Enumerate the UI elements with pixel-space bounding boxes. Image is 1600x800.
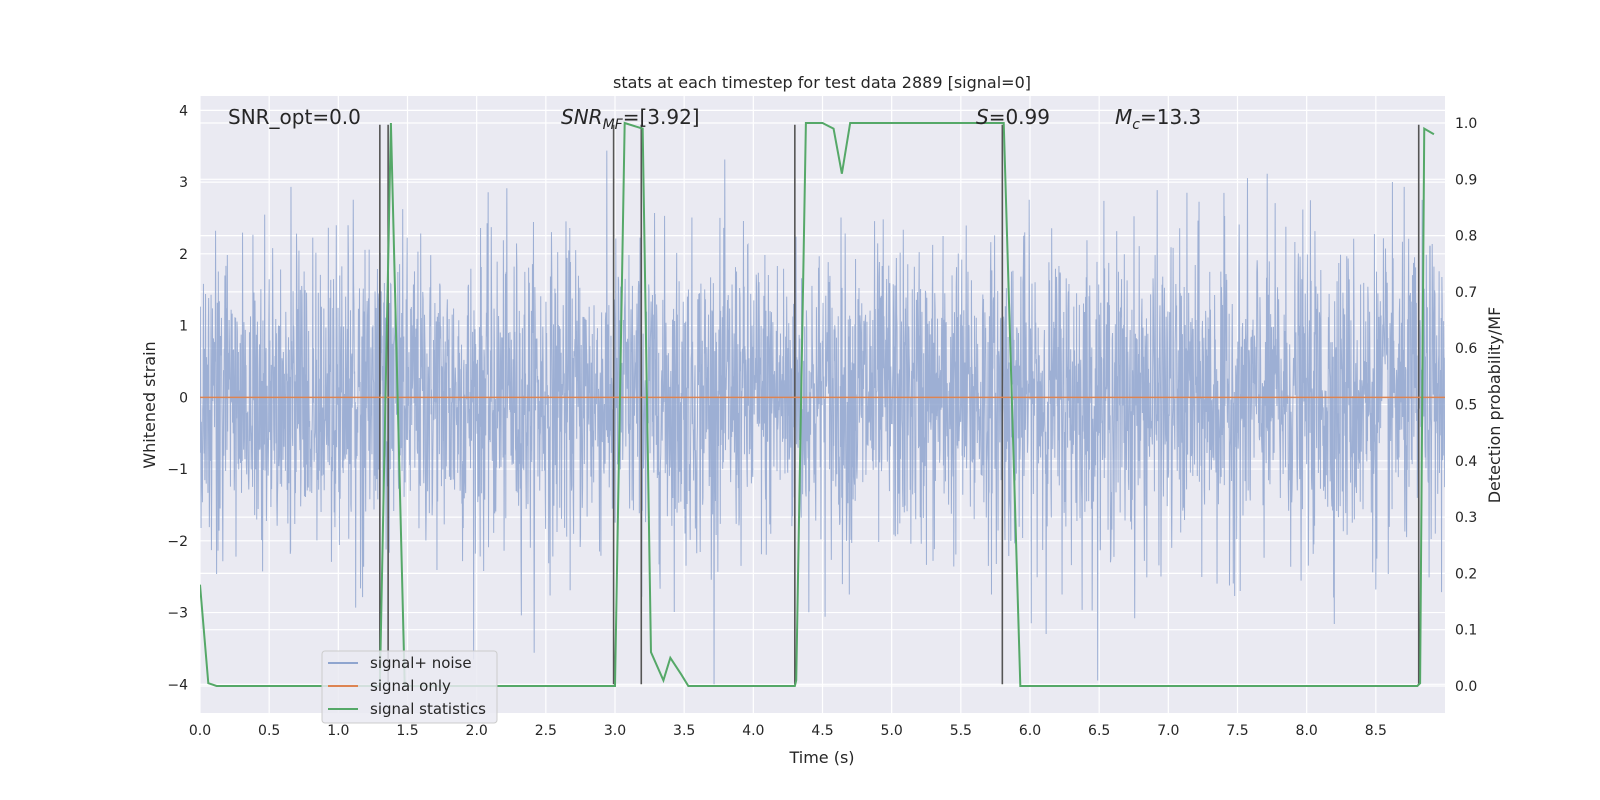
y2-tick-6: 0.4 [1455, 454, 1477, 470]
y-tick-6: −2 [167, 534, 188, 550]
x-tick-3: 1.5 [396, 723, 418, 739]
y-tick-8: −4 [167, 677, 188, 693]
x-tick-4: 2.0 [466, 723, 488, 739]
annotation-mc-sub: c [1132, 117, 1140, 133]
y2-tick-8: 0.2 [1455, 566, 1477, 582]
y2-axis-title: Detection probability/MF [1485, 307, 1504, 504]
annotation-s-value: =0.99 [989, 105, 1050, 129]
y-tick-7: −3 [167, 606, 188, 622]
y2-tick-10: 0.0 [1455, 679, 1477, 695]
y2-tick-9: 0.1 [1455, 623, 1477, 639]
legend-label-signal-plus-noise: signal+ noise [370, 654, 472, 672]
y2-tick-5: 0.5 [1455, 398, 1477, 414]
x-tick-10: 5.0 [881, 723, 903, 739]
x-axis-title: Time (s) [788, 748, 854, 767]
x-tick-16: 8.0 [1296, 723, 1318, 739]
y2-tick-3: 0.7 [1455, 285, 1477, 301]
x-tick-12: 6.0 [1019, 723, 1041, 739]
x-tick-2: 1.0 [327, 723, 349, 739]
series-line-signal-plus-noise [200, 150, 1445, 685]
y-tick-5: −1 [167, 462, 188, 478]
series-line-signal-statistics [200, 121, 1435, 687]
y-axis-title: Whitened strain [140, 341, 159, 468]
x-tick-0: 0.0 [189, 723, 211, 739]
x-tick-1: 0.5 [258, 723, 280, 739]
legend-label-signal-statistics: signal statistics [370, 700, 486, 718]
x-tick-7: 3.5 [673, 723, 695, 739]
annotation-snr-mf-base: SNR [561, 105, 603, 129]
x-tick-17: 8.5 [1365, 723, 1387, 739]
annotation-s-base: S [976, 105, 989, 129]
y-tick-3: 1 [179, 319, 188, 335]
annotation-snr-opt: SNR_opt=0.0 [228, 105, 361, 129]
y-tick-1: 3 [179, 175, 188, 191]
annotation-snr-mf: SNRMF=[3.92] [561, 105, 700, 133]
y2-tick-0: 1.0 [1455, 116, 1477, 132]
annotation-mc-base: M [1115, 105, 1132, 129]
y2-tick-labels: 1.0 0.9 0.8 0.7 0.6 0.5 0.4 0.3 0.2 0.1 0.0 [1455, 116, 1477, 695]
plot-area [200, 121, 1445, 687]
annotation-snr-mf-sub: MF [603, 117, 624, 133]
x-tick-5: 2.5 [535, 723, 557, 739]
y2-tick-7: 0.3 [1455, 510, 1477, 526]
y-tick-2: 2 [179, 247, 188, 263]
marker-lines [379, 124, 1420, 685]
x-tick-labels: 0.0 0.5 1.0 1.5 2.0 2.5 3.0 3.5 4.0 4.5 5.0 5.5 6.0 6… [189, 723, 1387, 739]
x-tick-15: 7.5 [1226, 723, 1248, 739]
legend-box [321, 650, 498, 724]
y-tick-0: 4 [179, 103, 188, 119]
x-tick-6: 3.0 [604, 723, 626, 739]
series-signal-plus-noise [200, 150, 1445, 685]
x-tick-8: 4.0 [742, 723, 764, 739]
x-tick-9: 4.5 [811, 723, 833, 739]
y-tick-labels: 4 3 2 1 0 −1 −2 −3 −4 [167, 103, 188, 693]
chart-title: stats at each timestep for test data 288… [613, 73, 1031, 92]
annotation-mc-value: =13.3 [1140, 105, 1201, 129]
annotation-snr-mf-value: =[3.92] [623, 105, 700, 129]
y-tick-4: 0 [179, 390, 188, 406]
y2-tick-2: 0.8 [1455, 229, 1477, 245]
x-tick-11: 5.5 [950, 723, 972, 739]
x-tick-13: 6.5 [1088, 723, 1110, 739]
annotation-mc: Mc=13.3 [1115, 105, 1201, 133]
y2-tick-4: 0.6 [1455, 341, 1477, 357]
legend: signal+ noise signal only signal statist… [321, 650, 498, 724]
legend-label-signal-only: signal only [370, 677, 451, 695]
y2-tick-1: 0.9 [1455, 172, 1477, 188]
annotation-s: S=0.99 [976, 105, 1050, 129]
series-signal-statistics [200, 121, 1435, 687]
x-tick-14: 7.0 [1157, 723, 1179, 739]
